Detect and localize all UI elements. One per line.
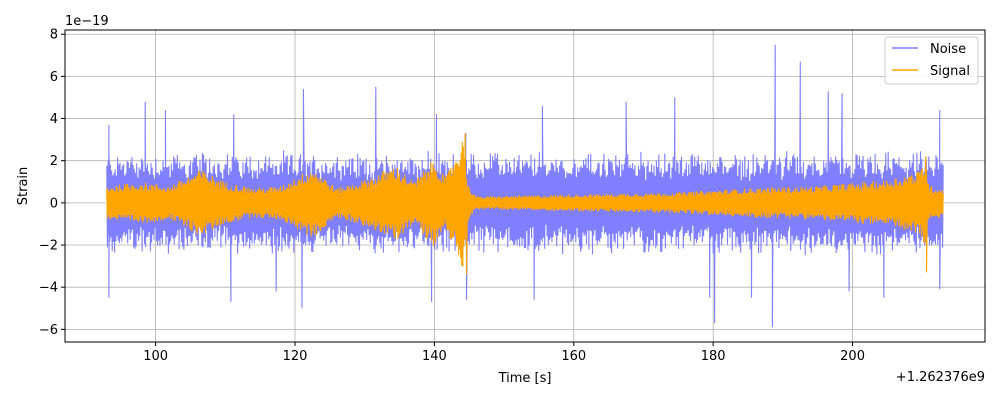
y-tick-label: 0 bbox=[50, 196, 58, 211]
y-scale-label: 1e−19 bbox=[65, 14, 109, 29]
y-tick-label: 2 bbox=[50, 154, 58, 169]
legend-signal-label: Signal bbox=[930, 64, 970, 79]
x-tick-label: 200 bbox=[840, 349, 865, 364]
x-tick-label: 180 bbox=[701, 349, 726, 364]
y-axis-label: Strain bbox=[16, 167, 31, 206]
y-tick-label: 8 bbox=[50, 28, 58, 43]
y-tick-label: −6 bbox=[39, 323, 58, 338]
x-tick-label: 100 bbox=[143, 349, 168, 364]
signal-series-line bbox=[106, 133, 944, 275]
series-layer bbox=[106, 44, 944, 328]
y-tick-label: 4 bbox=[50, 112, 58, 127]
y-tick-label: 6 bbox=[50, 70, 58, 85]
x-tick-label: 120 bbox=[283, 349, 308, 364]
y-tick-label: −2 bbox=[39, 239, 58, 254]
legend-noise-label: Noise bbox=[930, 42, 966, 57]
y-axis: −6 −4 −2 0 2 4 6 8 bbox=[39, 28, 65, 338]
noise-series-line bbox=[106, 44, 944, 328]
x-axis-label: Time [s] bbox=[498, 371, 552, 386]
x-tick-label: 140 bbox=[422, 349, 447, 364]
x-axis: 100 120 140 160 180 200 bbox=[143, 342, 865, 364]
plot-frame bbox=[64, 29, 986, 343]
legend: Noise Signal bbox=[884, 36, 979, 85]
y-tick-label: −4 bbox=[39, 281, 58, 296]
x-tick-label: 160 bbox=[561, 349, 586, 364]
x-offset-label: +1.262376e9 bbox=[896, 370, 985, 385]
